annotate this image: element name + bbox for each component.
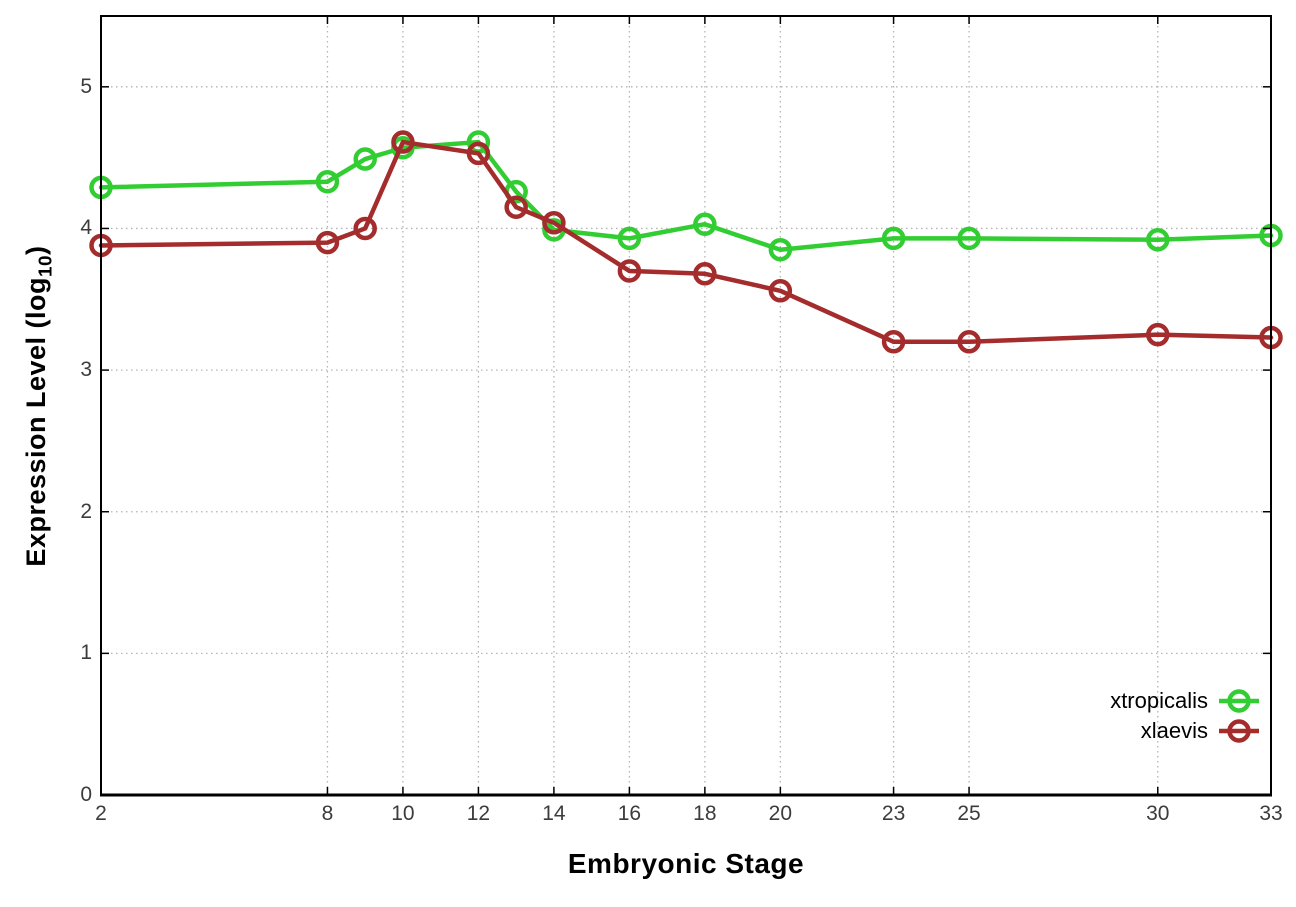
- legend-entry-xtropicalis: xtropicalis: [1110, 686, 1260, 716]
- x-tick-label: 8: [321, 802, 334, 825]
- data-point-xtropicalis: [353, 147, 377, 171]
- y-tick-label: 2: [80, 499, 92, 523]
- data-point-xtropicalis: [881, 226, 906, 251]
- series-line-xtropicalis: [98, 139, 1274, 252]
- plot-border: [100, 15, 1272, 796]
- y-tick-label: 1: [80, 641, 92, 665]
- data-point-xlaevis: [542, 211, 566, 235]
- series-line-xlaevis: [98, 139, 1274, 345]
- data-point-xtropicalis: [957, 226, 981, 251]
- y-tick-label: 4: [80, 216, 92, 240]
- x-axis-title: Embryonic Stage: [567, 848, 805, 879]
- x-tick-label: 2: [95, 802, 107, 825]
- legend: xtropicalis xlaevis: [1110, 686, 1260, 746]
- x-tick-label: 10: [391, 802, 415, 825]
- data-point-xlaevis: [693, 262, 717, 286]
- data-point-xlaevis: [466, 141, 491, 166]
- legend-entry-xlaevis: xlaevis: [1141, 716, 1260, 746]
- y-axis-title-text: Expression Level (log: [21, 276, 51, 567]
- y-axis-title-subscript: 10: [35, 254, 57, 277]
- data-point-xlaevis: [617, 259, 642, 283]
- data-point-xtropicalis: [617, 226, 642, 251]
- legend-marker-icon: [1219, 689, 1259, 713]
- data-point-xlaevis: [315, 230, 340, 255]
- data-point-xlaevis: [881, 330, 906, 354]
- y-axis-title-suffix: ): [21, 245, 51, 255]
- data-point-xtropicalis: [1146, 228, 1170, 252]
- x-tick-label: 18: [693, 802, 717, 825]
- x-tick-label: 30: [1146, 802, 1170, 825]
- y-axis-title: Expression Level (log10): [16, 106, 56, 706]
- legend-marker-icon: [1219, 719, 1259, 743]
- data-point-xlaevis: [1146, 322, 1170, 347]
- data-point-xlaevis: [768, 279, 793, 303]
- y-tick-label: 3: [80, 358, 92, 382]
- data-point-xlaevis: [391, 130, 415, 154]
- x-tick-label: 33: [1259, 802, 1283, 825]
- x-tick-label: 23: [881, 802, 906, 825]
- y-tick-label: 0: [80, 783, 92, 806]
- y-tick-label: 5: [80, 74, 92, 98]
- x-tick-label: 16: [617, 802, 642, 825]
- legend-label: xlaevis: [1140, 718, 1208, 743]
- x-tick-label: 25: [957, 802, 981, 825]
- x-tick-label: 12: [466, 802, 491, 825]
- data-point-xlaevis: [957, 330, 981, 354]
- data-point-xlaevis: [504, 195, 528, 219]
- data-point-xlaevis: [353, 216, 377, 241]
- data-point-xtropicalis: [693, 212, 717, 236]
- x-tick-label: 14: [542, 802, 566, 825]
- legend-label: xtropicalis: [1110, 688, 1208, 713]
- data-point-xtropicalis: [768, 237, 793, 262]
- data-point-xtropicalis: [315, 169, 340, 194]
- x-tick-label: 20: [768, 802, 793, 825]
